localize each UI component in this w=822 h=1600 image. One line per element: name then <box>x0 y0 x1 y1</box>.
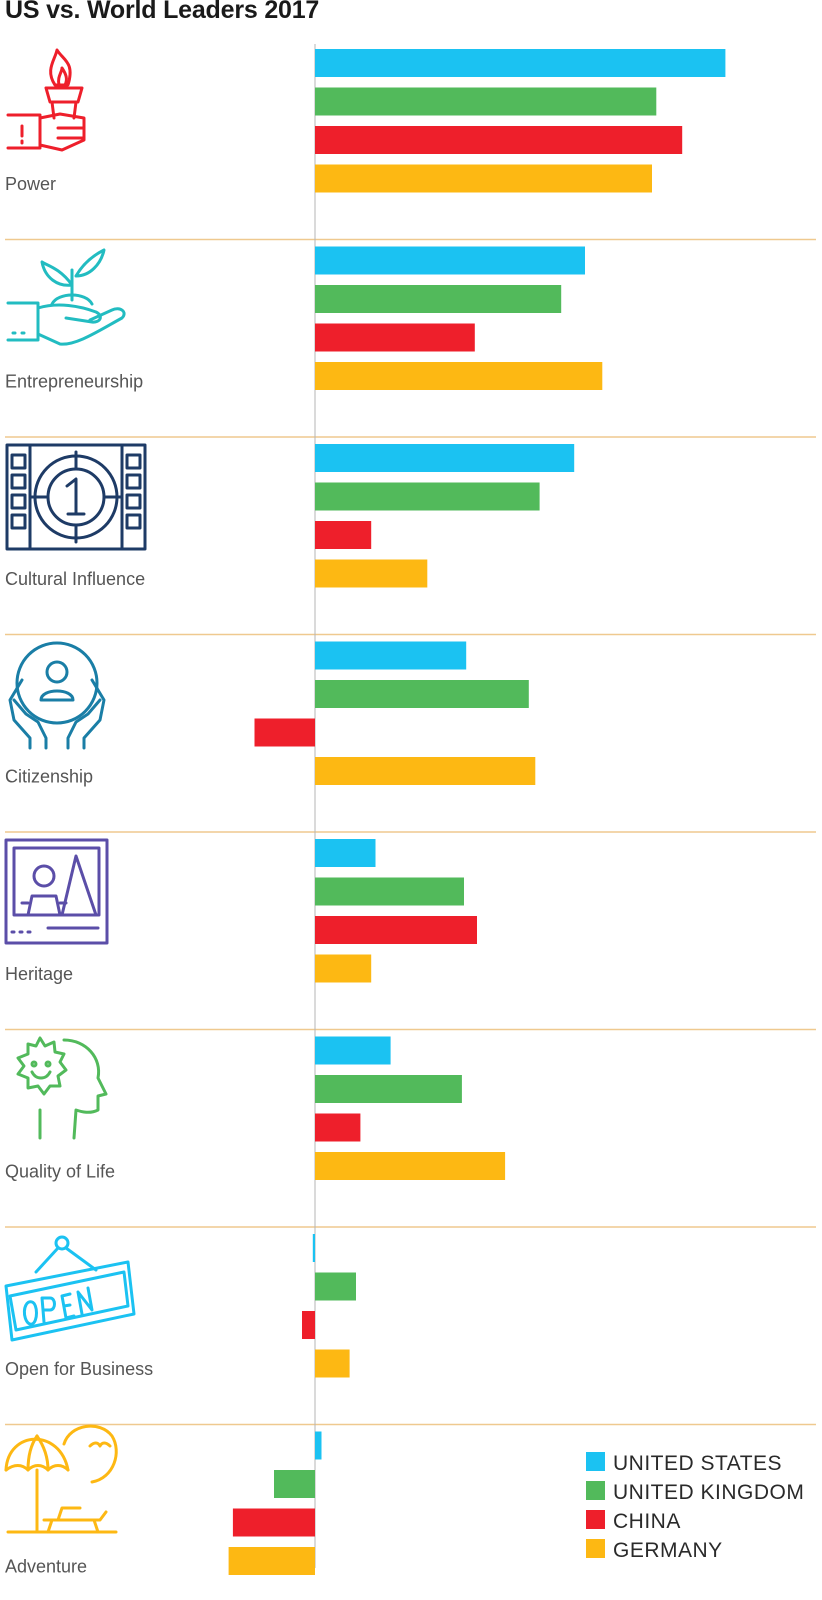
bar-united-states <box>315 49 726 77</box>
bar-germany <box>315 362 603 390</box>
bar-germany <box>315 1152 506 1180</box>
bar-united-states <box>315 246 585 275</box>
bar-united-states <box>315 444 575 472</box>
legend-label: GERMANY <box>613 1539 723 1562</box>
bar-china <box>315 521 372 549</box>
bar-germany <box>228 1547 315 1575</box>
bar-united-kingdom <box>315 877 464 906</box>
caring-hands-icon <box>8 641 106 750</box>
bar-united-kingdom <box>274 1470 315 1498</box>
category-label: Power <box>5 174 56 194</box>
bar-united-kingdom <box>315 482 540 511</box>
bar-united-kingdom <box>315 1075 462 1103</box>
sprout-hand-icon <box>6 248 126 346</box>
torch-icon <box>6 48 86 152</box>
legend-label: UNITED STATES <box>613 1452 782 1475</box>
category-label: Quality of Life <box>5 1162 115 1182</box>
bar-germany <box>315 559 428 588</box>
bar-united-states <box>315 641 467 670</box>
bar-germany <box>315 1349 350 1378</box>
bar-china <box>254 718 315 747</box>
bar-united-kingdom <box>315 1272 356 1301</box>
bar-china <box>315 1113 361 1142</box>
category-label: Entrepreneurship <box>5 372 143 392</box>
bar-china <box>315 323 475 352</box>
category-label: Heritage <box>5 964 73 984</box>
bar-germany <box>315 757 536 785</box>
legend-swatch <box>586 1539 605 1558</box>
category-label: Citizenship <box>5 767 93 787</box>
category-label: Open for Business <box>5 1359 153 1379</box>
bar-china <box>302 1311 315 1339</box>
legend: UNITED STATES UNITED KINGDOM CHINA GERMANY <box>586 1452 804 1562</box>
bar-united-states <box>312 1234 315 1262</box>
happy-head-icon <box>16 1036 108 1140</box>
beach-umbrella-icon <box>4 1424 118 1534</box>
legend-label: CHINA <box>613 1510 681 1533</box>
category-label: Adventure <box>5 1557 87 1577</box>
film-reel-icon <box>5 443 147 551</box>
bar-united-kingdom <box>315 285 562 313</box>
bar-china <box>315 126 683 154</box>
bar-united-states <box>315 1036 391 1065</box>
bar-united-states <box>315 1431 322 1460</box>
bar-united-kingdom <box>315 87 657 116</box>
category-label: Cultural Influence <box>5 569 145 589</box>
open-sign-icon <box>4 1235 136 1342</box>
bar-germany <box>315 164 652 193</box>
legend-label: UNITED KINGDOM <box>613 1481 804 1504</box>
bars <box>228 49 726 1575</box>
bar-china <box>232 1508 315 1537</box>
legend-swatch <box>586 1510 605 1529</box>
chart-title: US vs. World Leaders 2017 <box>5 0 320 24</box>
row-separators <box>5 238 816 1426</box>
bar-united-states <box>315 839 376 867</box>
category-labels: Power Entrepreneurship Cultural Influence C… <box>5 174 153 1577</box>
bar-united-kingdom <box>315 680 529 708</box>
heritage-picture-icon <box>4 838 109 945</box>
legend-swatch <box>586 1452 605 1471</box>
bar-germany <box>315 954 372 983</box>
legend-swatch <box>586 1481 605 1500</box>
bar-china <box>315 916 477 944</box>
